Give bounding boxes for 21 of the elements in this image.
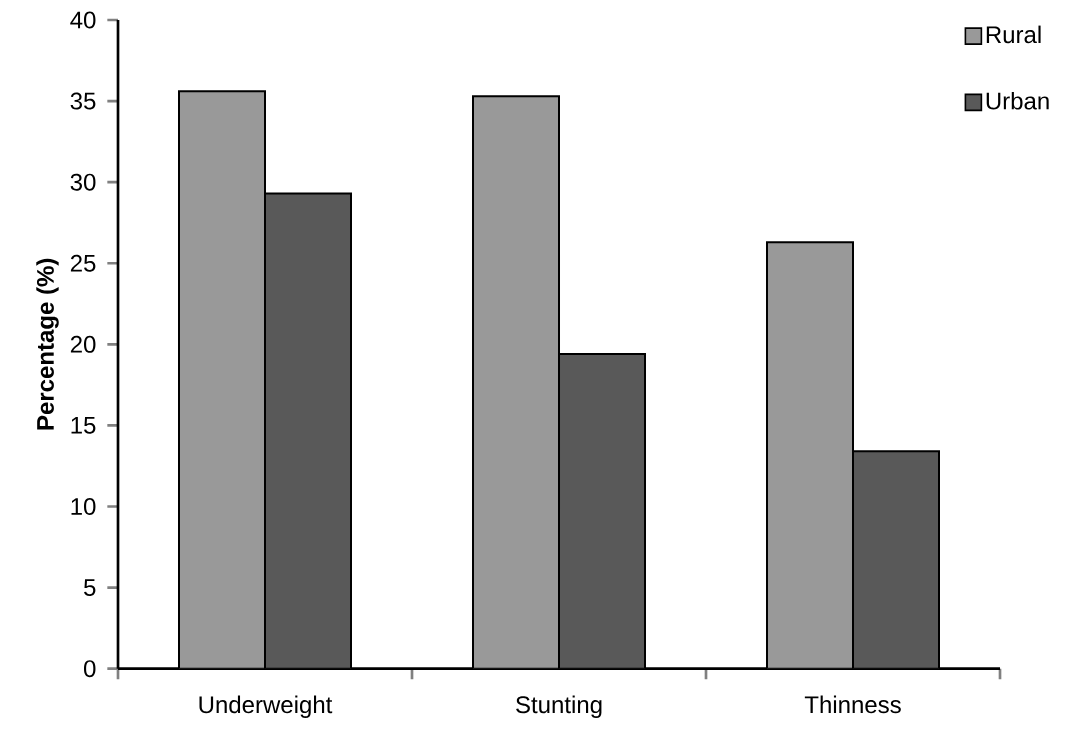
x-tick-label: Thinness bbox=[804, 695, 901, 714]
x-tick-label: Stunting bbox=[516, 695, 602, 718]
y-tick-label: 25 bbox=[70, 254, 96, 272]
legend-label: Urban bbox=[986, 91, 1049, 110]
x-tick-label: Underweight bbox=[199, 695, 333, 718]
y-axis-title: Percentage (%) bbox=[36, 258, 59, 430]
bar bbox=[558, 353, 646, 669]
y-tick-label: 15 bbox=[71, 417, 96, 434]
bar bbox=[178, 90, 266, 669]
bar bbox=[264, 192, 352, 669]
y-tick-label: 10 bbox=[71, 497, 96, 515]
bar bbox=[852, 450, 941, 669]
y-tick-label: 35 bbox=[70, 92, 96, 110]
y-tick-label: 0 bbox=[83, 660, 96, 678]
y-tick-label: 40 bbox=[70, 11, 96, 29]
bar bbox=[472, 95, 561, 669]
y-tick-label: 5 bbox=[84, 579, 96, 596]
y-tick-label: 20 bbox=[70, 335, 96, 353]
y-tick-label: 30 bbox=[70, 173, 96, 191]
bar bbox=[766, 241, 855, 669]
legend-label: Rural bbox=[986, 25, 1041, 44]
